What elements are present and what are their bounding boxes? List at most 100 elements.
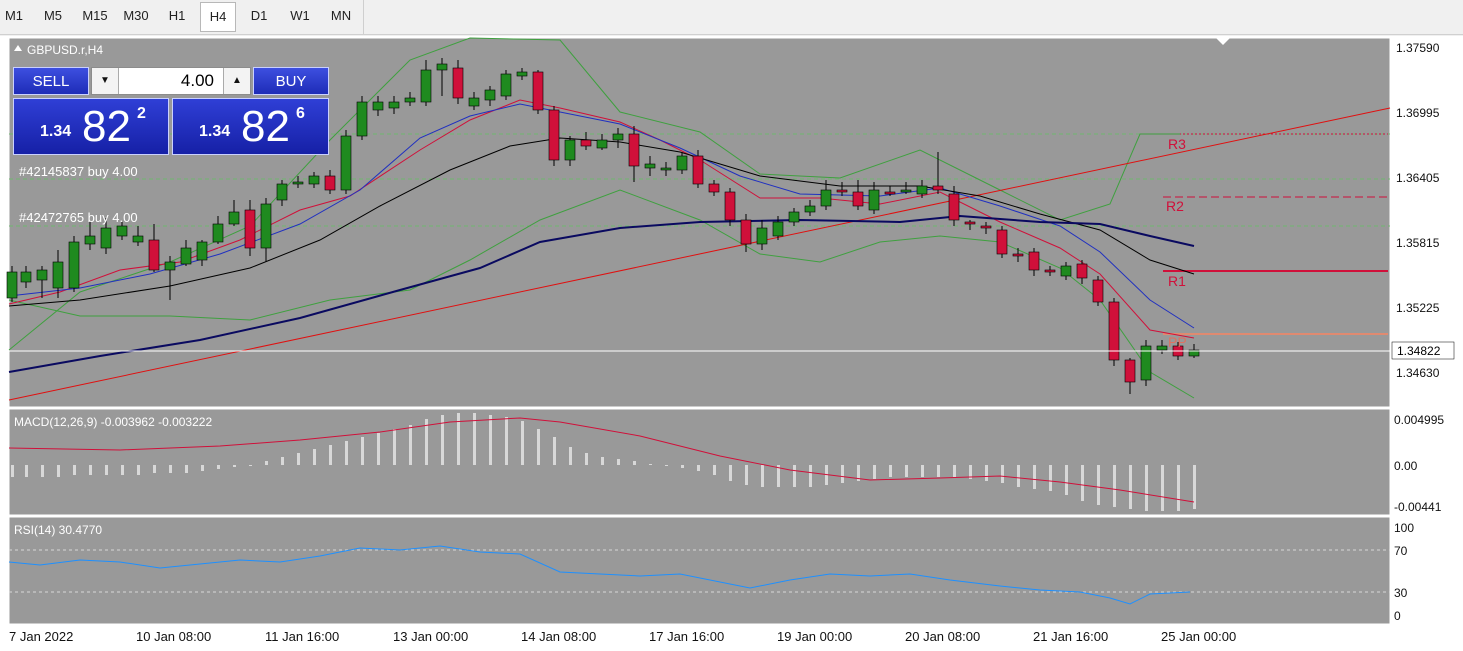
sell-price-button[interactable]: 1.34 82 2 [13,98,169,155]
macd-histogram-bar [633,461,636,465]
timeframe-h4-button[interactable]: H4 [200,2,236,32]
bull-candle [900,189,912,193]
pivot-r2-label: R2 [1166,198,1184,214]
bull-candle [356,101,368,137]
bear-candle [1012,253,1024,257]
macd-histogram-bar [553,437,556,465]
macd-histogram-bar [1033,465,1036,489]
bull-candle [228,211,240,225]
macd-histogram-bar [1065,465,1068,495]
macd-histogram-bar [393,429,396,465]
macd-histogram-bar [857,465,860,481]
time-tick: 25 Jan 00:00 [1161,629,1236,644]
bull-candle [500,73,512,97]
bull-candle [772,221,784,237]
macd-histogram-bar [281,457,284,465]
ma-slow-navy [8,214,1195,373]
macd-histogram-bar [745,465,748,485]
macd-histogram-bar [249,465,252,466]
timeframe-d1-button[interactable]: D1 [250,8,268,23]
macd-histogram-bar [473,413,476,465]
bid-price-sup: 2 [137,105,146,122]
bull-candle [820,189,832,207]
chart-shift-marker [1216,38,1230,45]
bear-candle [724,191,736,221]
timeframe-m1-button[interactable]: M1 [4,8,24,23]
timeframe-w1-button[interactable]: W1 [290,8,310,23]
price-tick: 1.35815 [1396,236,1440,250]
bear-candle [532,71,544,111]
bear-candle [548,109,560,161]
macd-histogram-bar [185,465,188,473]
macd-histogram-bar [697,465,700,471]
bull-candle [1140,345,1152,381]
bear-candle [740,219,752,245]
ask-price-big: 82 [241,102,290,151]
timeframe-m15-button[interactable]: M15 [82,8,108,23]
macd-histogram-bar [665,465,668,466]
bull-candle [612,133,624,141]
timeframe-m5-button[interactable]: M5 [43,8,63,23]
bull-candle [20,271,32,283]
bull-candle [676,155,688,171]
price-tick: 1.36405 [1396,171,1440,185]
sell-button[interactable]: SELL [13,67,89,95]
macd-histogram-bar [969,465,972,479]
order-label: #42145837 buy 4.00 [19,164,138,179]
bull-candle [84,235,96,245]
bull-candle [1060,265,1072,277]
time-tick: 20 Jan 08:00 [905,629,980,644]
macd-histogram-bar [1177,465,1180,511]
pivot-r1-label: R1 [1168,273,1186,289]
upper-band [8,37,1180,351]
lot-increase-icon[interactable]: ▲ [223,68,250,94]
lot-size-value[interactable]: 4.00 [180,71,214,90]
time-axis: 7 Jan 2022 10 Jan 08:00 11 Jan 16:00 13 … [9,629,1236,644]
macd-histogram-bar [1097,465,1100,505]
timeframe-m30-button[interactable]: M30 [123,8,149,23]
price-tick: 1.36995 [1396,106,1440,120]
bid-price-big: 82 [82,102,131,151]
rsi-line [8,545,1191,605]
macd-histogram-bar [937,465,940,477]
time-tick: 17 Jan 16:00 [649,629,724,644]
macd-histogram-bar [361,437,364,465]
lower-band [8,189,1195,399]
bear-candle [852,191,864,207]
bear-candle [996,229,1008,255]
bull-candle [36,269,48,281]
macd-histogram-bar [1081,465,1084,501]
timeframe-toolbar: M1 M5 M15 M30 H1 H4 D1 W1 MN [0,0,1463,35]
lot-size-input[interactable]: ▼ 4.00 ▲ [91,67,251,95]
macd-signal-line [8,417,1195,503]
bull-candle [564,139,576,161]
rsi-label: RSI(14) 30.4770 [14,523,102,537]
bull-candle [180,247,192,265]
rsi-axis-tick: 0 [1394,609,1401,623]
timeframe-h1-button[interactable]: H1 [168,8,186,23]
macd-histogram-bar [809,465,812,487]
bull-candle [132,235,144,243]
macd-histogram-bar [121,465,124,475]
macd-histogram-bar [489,415,492,465]
macd-axis-tick: 0.00 [1394,459,1418,473]
bull-candle [52,261,64,289]
macd-histogram-bar [441,415,444,465]
macd-histogram-bar [585,453,588,465]
bull-candle [484,89,496,101]
bull-candle [6,271,18,299]
lot-decrease-icon[interactable]: ▼ [92,68,119,94]
bear-candle [1044,269,1056,273]
macd-histogram-bar [537,429,540,465]
price-tick: 1.34630 [1396,366,1440,380]
buy-button[interactable]: BUY [253,67,329,95]
macd-histogram-bar [569,447,572,465]
bear-candle [148,239,160,271]
ma-black [8,137,1195,307]
buy-price-button[interactable]: 1.34 82 6 [172,98,329,155]
bull-candle [100,227,112,249]
bull-candle [420,69,432,103]
timeframe-mn-button[interactable]: MN [330,8,352,23]
macd-histogram-bar [681,465,684,468]
bull-candle [164,261,176,271]
